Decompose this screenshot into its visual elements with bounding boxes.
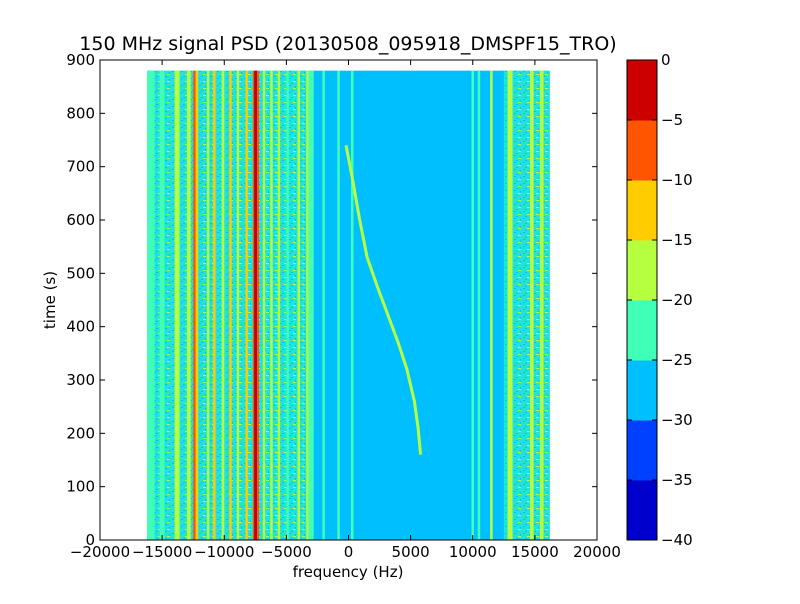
x-tick-label: −20000 xyxy=(70,543,130,561)
y-tick-label: 0 xyxy=(85,531,95,549)
y-tick-label: 900 xyxy=(66,51,95,69)
spectral-band xyxy=(159,70,165,540)
colorbar-segment xyxy=(627,240,657,301)
y-tick-label: 800 xyxy=(66,104,95,122)
spectral-band xyxy=(471,70,474,540)
spectral-band xyxy=(270,70,273,540)
colorbar-tick-label: −5 xyxy=(661,111,683,129)
colorbar-segment xyxy=(627,360,657,421)
spectral-band xyxy=(254,70,258,540)
y-tick-label: 200 xyxy=(66,424,95,442)
spectral-band xyxy=(186,70,191,540)
spectral-band xyxy=(229,70,232,540)
spectral-band xyxy=(529,70,534,540)
colorbar-segment xyxy=(627,120,657,181)
colorbar-segment xyxy=(627,300,657,361)
spectral-band xyxy=(262,70,266,540)
spectral-band xyxy=(490,70,493,540)
spectral-band xyxy=(206,70,210,540)
colorbar: −40 −35 −30 −25 −20 −15 −10 −5 0 xyxy=(626,51,693,549)
spectral-band xyxy=(236,70,240,540)
noisy-band-texture xyxy=(147,70,309,540)
x-tick-label: −10000 xyxy=(194,543,254,561)
colorbar-tick-label: 0 xyxy=(661,51,671,69)
y-tick-label: 400 xyxy=(66,318,95,336)
spectral-band xyxy=(252,70,255,540)
spectral-band xyxy=(221,70,225,540)
y-tick-label: 500 xyxy=(66,264,95,282)
spectral-band xyxy=(306,70,309,540)
spectral-band xyxy=(147,70,155,540)
spectral-band xyxy=(297,70,301,540)
x-tick-label: 15000 xyxy=(511,543,559,561)
y-tick-label: 700 xyxy=(66,158,95,176)
x-tick-label: −15000 xyxy=(132,543,192,561)
chart-title: 150 MHz signal PSD (20130508_095918_DMSP… xyxy=(79,33,616,55)
colorbar-tick-label: −35 xyxy=(661,471,693,489)
spectral-band xyxy=(193,70,196,540)
spectral-band xyxy=(174,70,180,540)
spectral-band xyxy=(322,70,325,540)
colorbar-tick-label: −10 xyxy=(661,171,693,189)
y-tick-label: 300 xyxy=(66,371,95,389)
x-tick-label: 0 xyxy=(344,543,354,561)
x-tick-label: −5000 xyxy=(261,543,312,561)
y-tick-label: 100 xyxy=(66,478,95,496)
x-tick-label: 5000 xyxy=(392,543,430,561)
spectral-band xyxy=(213,70,216,540)
colorbar-tick-label: −40 xyxy=(661,531,693,549)
colorbar-tick-label: −15 xyxy=(661,231,693,249)
colorbar-segment xyxy=(627,60,657,121)
y-axis-label: time (s) xyxy=(41,271,59,329)
colorbar-tick-label: −20 xyxy=(661,291,693,309)
colorbar-tick-label: −30 xyxy=(661,411,693,429)
spectral-band xyxy=(245,70,248,540)
doppler-trace xyxy=(344,145,423,455)
y-tick-label: 600 xyxy=(66,211,95,229)
spectral-band xyxy=(337,70,340,540)
spectral-band xyxy=(195,70,199,540)
colorbar-segment xyxy=(627,420,657,481)
spectral-band xyxy=(308,70,314,540)
spectral-band xyxy=(539,70,544,540)
spectral-band xyxy=(350,70,354,540)
spectral-band xyxy=(507,70,513,540)
spectral-band xyxy=(477,70,481,540)
x-tick-label: 10000 xyxy=(449,543,497,561)
colorbar-segment xyxy=(627,480,657,541)
colorbar-tick-label: −25 xyxy=(661,351,693,369)
x-tick-label: 20000 xyxy=(573,543,621,561)
x-axis-label: frequency (Hz) xyxy=(293,563,404,581)
spectral-band xyxy=(257,70,260,540)
colorbar-segment xyxy=(627,180,657,241)
spectral-band xyxy=(277,70,281,540)
spectral-band xyxy=(286,70,289,540)
